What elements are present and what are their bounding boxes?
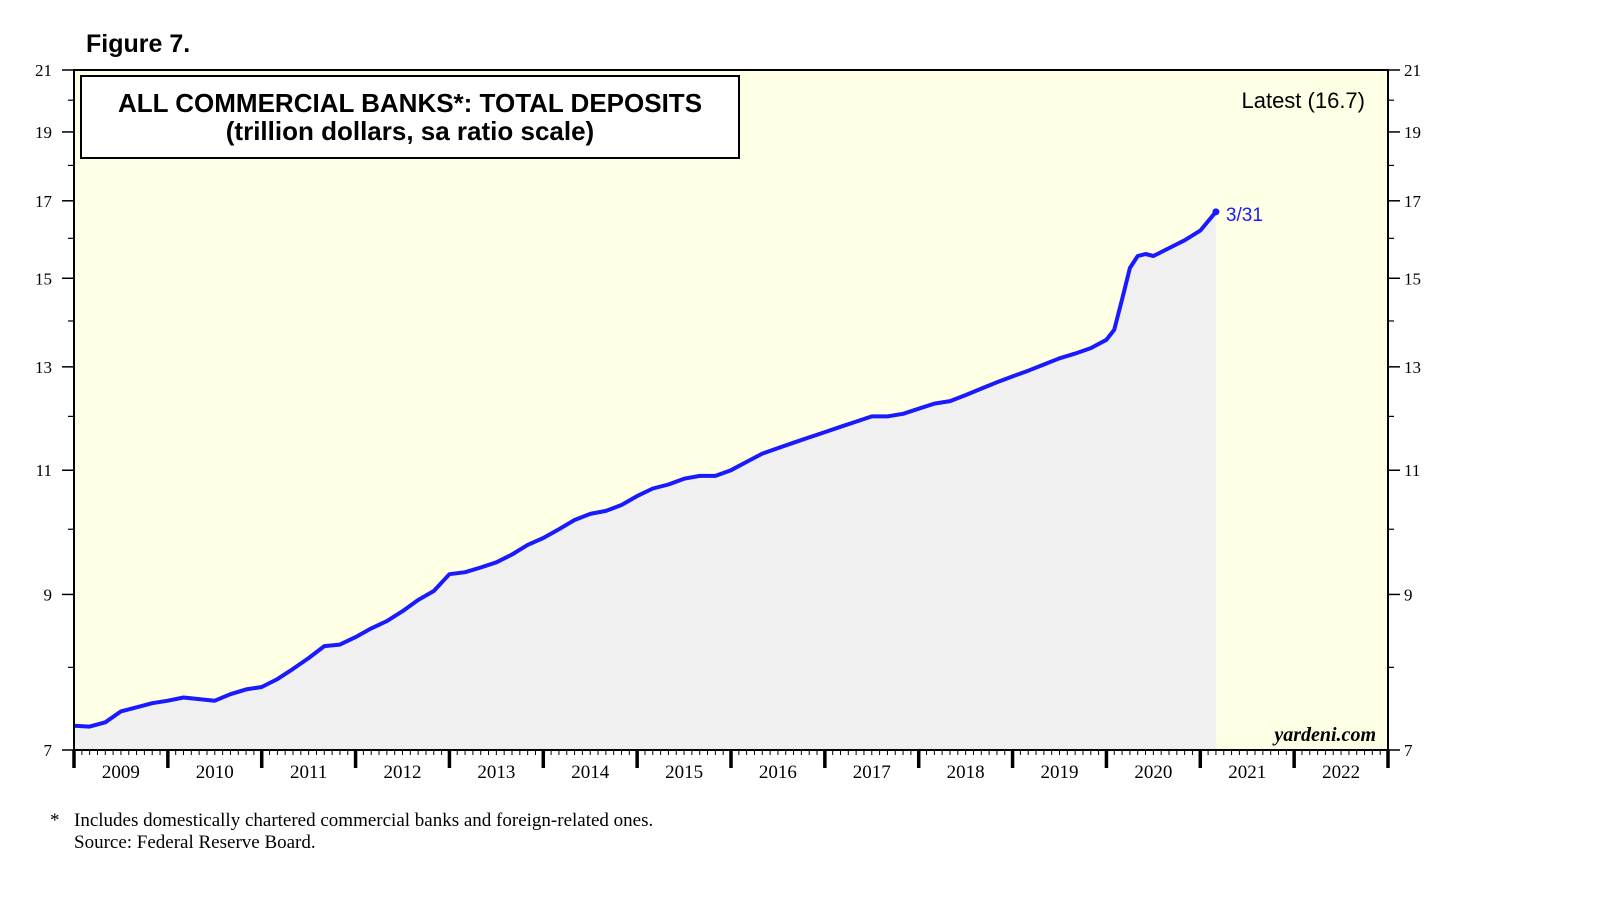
y-tick-label-left: 19 [35, 123, 52, 142]
deposits-line [73, 210, 1218, 729]
y-tick-label-left: 11 [36, 461, 52, 480]
figure-label: Figure 7. [86, 30, 190, 58]
x-tick-label: 2011 [290, 762, 327, 783]
x-tick-label: 2013 [477, 762, 515, 783]
latest-date-label: 3/31 [1226, 205, 1263, 226]
x-tick-label: 2014 [571, 762, 610, 783]
title-box [80, 75, 740, 159]
x-tick-label: 2018 [947, 762, 985, 783]
footnote-line-2: Source: Federal Reserve Board. [74, 832, 316, 853]
y-tick-label-right: 15 [1404, 269, 1421, 288]
footnote-marker: * [50, 810, 60, 831]
y-tick-label-right: 17 [1404, 192, 1422, 211]
x-axis: 2009 2010 2011 2012 2013 2014 2015 2016 2017 2018… [72, 750, 1390, 783]
x-tick-label: 2015 [665, 762, 703, 783]
y-tick-label-left: 9 [44, 585, 53, 604]
y-tick-label-right: 9 [1404, 585, 1413, 604]
x-tick-label: 2020 [1134, 762, 1172, 783]
y-tick-label-left: 21 [35, 61, 52, 80]
y-tick-label-right: 19 [1404, 123, 1421, 142]
chart-title: ALL COMMERCIAL BANKS*: TOTAL DEPOSITS [118, 88, 702, 118]
y-tick-label-right: 13 [1404, 358, 1421, 377]
y-tick-label-left: 17 [35, 192, 53, 211]
x-tick-label: 2009 [102, 762, 140, 783]
source-credit: yardeni.com [1272, 724, 1376, 746]
y-tick-label-left: 13 [35, 358, 52, 377]
x-tick-label: 2019 [1041, 762, 1079, 783]
deposits-area [74, 211, 1216, 751]
latest-value-label: Latest (16.7) [1241, 88, 1365, 113]
y-tick-label-right: 7 [1404, 741, 1413, 760]
latest-point [1212, 208, 1220, 216]
y-tick-label-right: 21 [1404, 61, 1421, 80]
x-tick-label: 2021 [1228, 762, 1266, 783]
future-period-shading [1217, 70, 1388, 750]
y-axes: 7 7 9 9 11 11 13 13 15 15 17 17 19 19 21 21 [35, 61, 1422, 760]
x-tick-label: 2016 [759, 762, 797, 783]
x-tick-label: 2017 [853, 762, 891, 783]
footnote-line-1: Includes domestically chartered commerci… [74, 810, 653, 831]
chart-subtitle: (trillion dollars, sa ratio scale) [226, 116, 594, 146]
y-tick-label-right: 11 [1404, 461, 1420, 480]
x-tick-label: 2010 [196, 762, 234, 783]
x-tick-label: 2022 [1322, 762, 1360, 783]
y-tick-label-left: 15 [35, 269, 52, 288]
x-tick-label: 2012 [384, 762, 422, 783]
y-tick-label-left: 7 [44, 741, 53, 760]
